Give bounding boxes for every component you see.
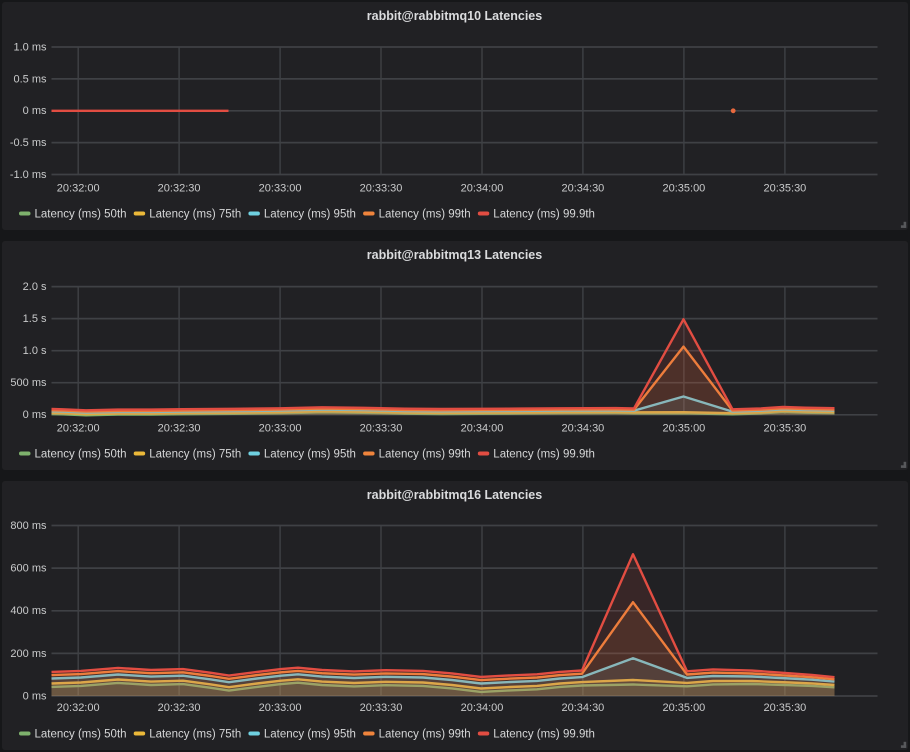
svg-text:0 ms: 0 ms bbox=[23, 105, 47, 117]
svg-text:20:34:30: 20:34:30 bbox=[561, 423, 604, 435]
svg-text:0 ms: 0 ms bbox=[23, 690, 47, 702]
svg-text:Latency (ms) 99th: Latency (ms) 99th bbox=[379, 209, 471, 221]
svg-text:20:32:00: 20:32:00 bbox=[57, 702, 100, 714]
svg-text:20:34:00: 20:34:00 bbox=[461, 423, 504, 435]
svg-text:20:33:30: 20:33:30 bbox=[360, 183, 403, 195]
svg-text:2.0 s: 2.0 s bbox=[23, 281, 47, 293]
svg-text:20:34:00: 20:34:00 bbox=[461, 183, 504, 195]
svg-text:20:32:00: 20:32:00 bbox=[57, 423, 100, 435]
svg-text:400 ms: 400 ms bbox=[10, 605, 47, 617]
svg-text:20:32:30: 20:32:30 bbox=[158, 423, 201, 435]
svg-text:Latency (ms) 75th: Latency (ms) 75th bbox=[149, 729, 241, 741]
svg-text:Latency (ms) 75th: Latency (ms) 75th bbox=[149, 449, 241, 461]
svg-text:rabbit@rabbitmq10 Latencies: rabbit@rabbitmq10 Latencies bbox=[367, 9, 542, 23]
svg-text:20:32:30: 20:32:30 bbox=[158, 183, 201, 195]
svg-text:500 ms: 500 ms bbox=[10, 377, 47, 389]
svg-text:Latency (ms) 50th: Latency (ms) 50th bbox=[35, 729, 127, 741]
svg-text:rabbit@rabbitmq16 Latencies: rabbit@rabbitmq16 Latencies bbox=[367, 488, 542, 502]
svg-text:Latency (ms) 99th: Latency (ms) 99th bbox=[379, 449, 471, 461]
svg-text:Latency (ms) 99th: Latency (ms) 99th bbox=[379, 729, 471, 741]
svg-text:20:33:00: 20:33:00 bbox=[259, 183, 302, 195]
svg-text:20:35:30: 20:35:30 bbox=[763, 183, 806, 195]
svg-text:800 ms: 800 ms bbox=[10, 520, 47, 532]
svg-text:Latency (ms) 95th: Latency (ms) 95th bbox=[264, 209, 356, 221]
svg-text:20:35:30: 20:35:30 bbox=[763, 423, 806, 435]
svg-text:Latency (ms) 99.9th: Latency (ms) 99.9th bbox=[493, 209, 595, 221]
svg-text:20:34:30: 20:34:30 bbox=[561, 183, 604, 195]
svg-text:Latency (ms) 99.9th: Latency (ms) 99.9th bbox=[493, 729, 595, 741]
svg-text:20:32:30: 20:32:30 bbox=[158, 702, 201, 714]
svg-text:20:35:30: 20:35:30 bbox=[763, 702, 806, 714]
svg-text:Latency (ms) 95th: Latency (ms) 95th bbox=[264, 729, 356, 741]
svg-text:20:33:30: 20:33:30 bbox=[360, 702, 403, 714]
svg-text:20:34:30: 20:34:30 bbox=[561, 702, 604, 714]
svg-text:20:35:00: 20:35:00 bbox=[662, 702, 705, 714]
svg-text:rabbit@rabbitmq13 Latencies: rabbit@rabbitmq13 Latencies bbox=[367, 248, 542, 262]
svg-text:1.5 s: 1.5 s bbox=[23, 313, 47, 325]
svg-text:20:35:00: 20:35:00 bbox=[662, 423, 705, 435]
svg-text:1.0 ms: 1.0 ms bbox=[13, 41, 47, 53]
svg-text:-0.5 ms: -0.5 ms bbox=[10, 137, 47, 149]
svg-text:0 ms: 0 ms bbox=[23, 409, 47, 421]
svg-text:-1.0 ms: -1.0 ms bbox=[10, 169, 47, 181]
svg-text:1.0 s: 1.0 s bbox=[23, 345, 47, 357]
svg-text:20:35:00: 20:35:00 bbox=[662, 183, 705, 195]
svg-text:Latency (ms) 95th: Latency (ms) 95th bbox=[264, 449, 356, 461]
svg-text:20:34:00: 20:34:00 bbox=[461, 702, 504, 714]
svg-text:Latency (ms) 50th: Latency (ms) 50th bbox=[35, 449, 127, 461]
svg-text:20:33:00: 20:33:00 bbox=[259, 702, 302, 714]
svg-text:600 ms: 600 ms bbox=[10, 563, 47, 575]
svg-text:0.5 ms: 0.5 ms bbox=[13, 73, 47, 85]
svg-text:20:33:30: 20:33:30 bbox=[360, 423, 403, 435]
svg-text:Latency (ms) 99.9th: Latency (ms) 99.9th bbox=[493, 449, 595, 461]
svg-text:Latency (ms) 75th: Latency (ms) 75th bbox=[149, 209, 241, 221]
svg-text:20:32:00: 20:32:00 bbox=[57, 183, 100, 195]
svg-text:20:33:00: 20:33:00 bbox=[259, 423, 302, 435]
svg-text:Latency (ms) 50th: Latency (ms) 50th bbox=[35, 209, 127, 221]
svg-text:200 ms: 200 ms bbox=[10, 648, 47, 660]
